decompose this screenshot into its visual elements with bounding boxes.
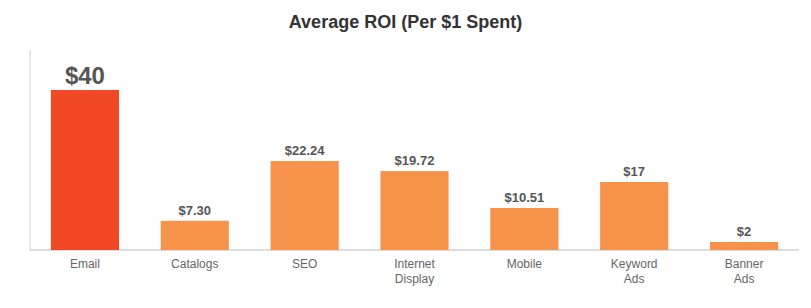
bar (271, 161, 339, 250)
x-tick-label: BannerAds (725, 257, 764, 286)
x-tick-label: Catalogs (171, 257, 218, 271)
data-label: $19.72 (395, 153, 435, 168)
chart: Average ROI (Per $1 Spent) $40 $7.30 $22.24… (0, 0, 811, 308)
bar (161, 221, 229, 250)
data-label: $22.24 (285, 143, 326, 158)
bar (51, 90, 119, 250)
x-tick-label: KeywordAds (611, 257, 658, 286)
data-label: $10.51 (504, 190, 544, 205)
chart-container: Average ROI (Per $1 Spent) $40 $7.30 $22.24… (0, 0, 811, 308)
data-label: $17 (623, 164, 645, 179)
x-tick-label: InternetDisplay (394, 257, 435, 286)
data-label: $40 (65, 62, 105, 89)
bar (380, 171, 448, 250)
title: Average ROI (Per $1 Spent) (289, 12, 522, 32)
bar (600, 182, 668, 250)
bars (51, 90, 778, 250)
x-tick-label: Mobile (507, 257, 543, 271)
bar (710, 242, 778, 250)
x-tick-label: Email (70, 257, 100, 271)
data-label: $7.30 (179, 203, 212, 218)
x-tick-label: SEO (292, 257, 317, 271)
y-axis-line (30, 50, 31, 250)
bar (490, 208, 558, 250)
data-label: $2 (737, 224, 751, 239)
